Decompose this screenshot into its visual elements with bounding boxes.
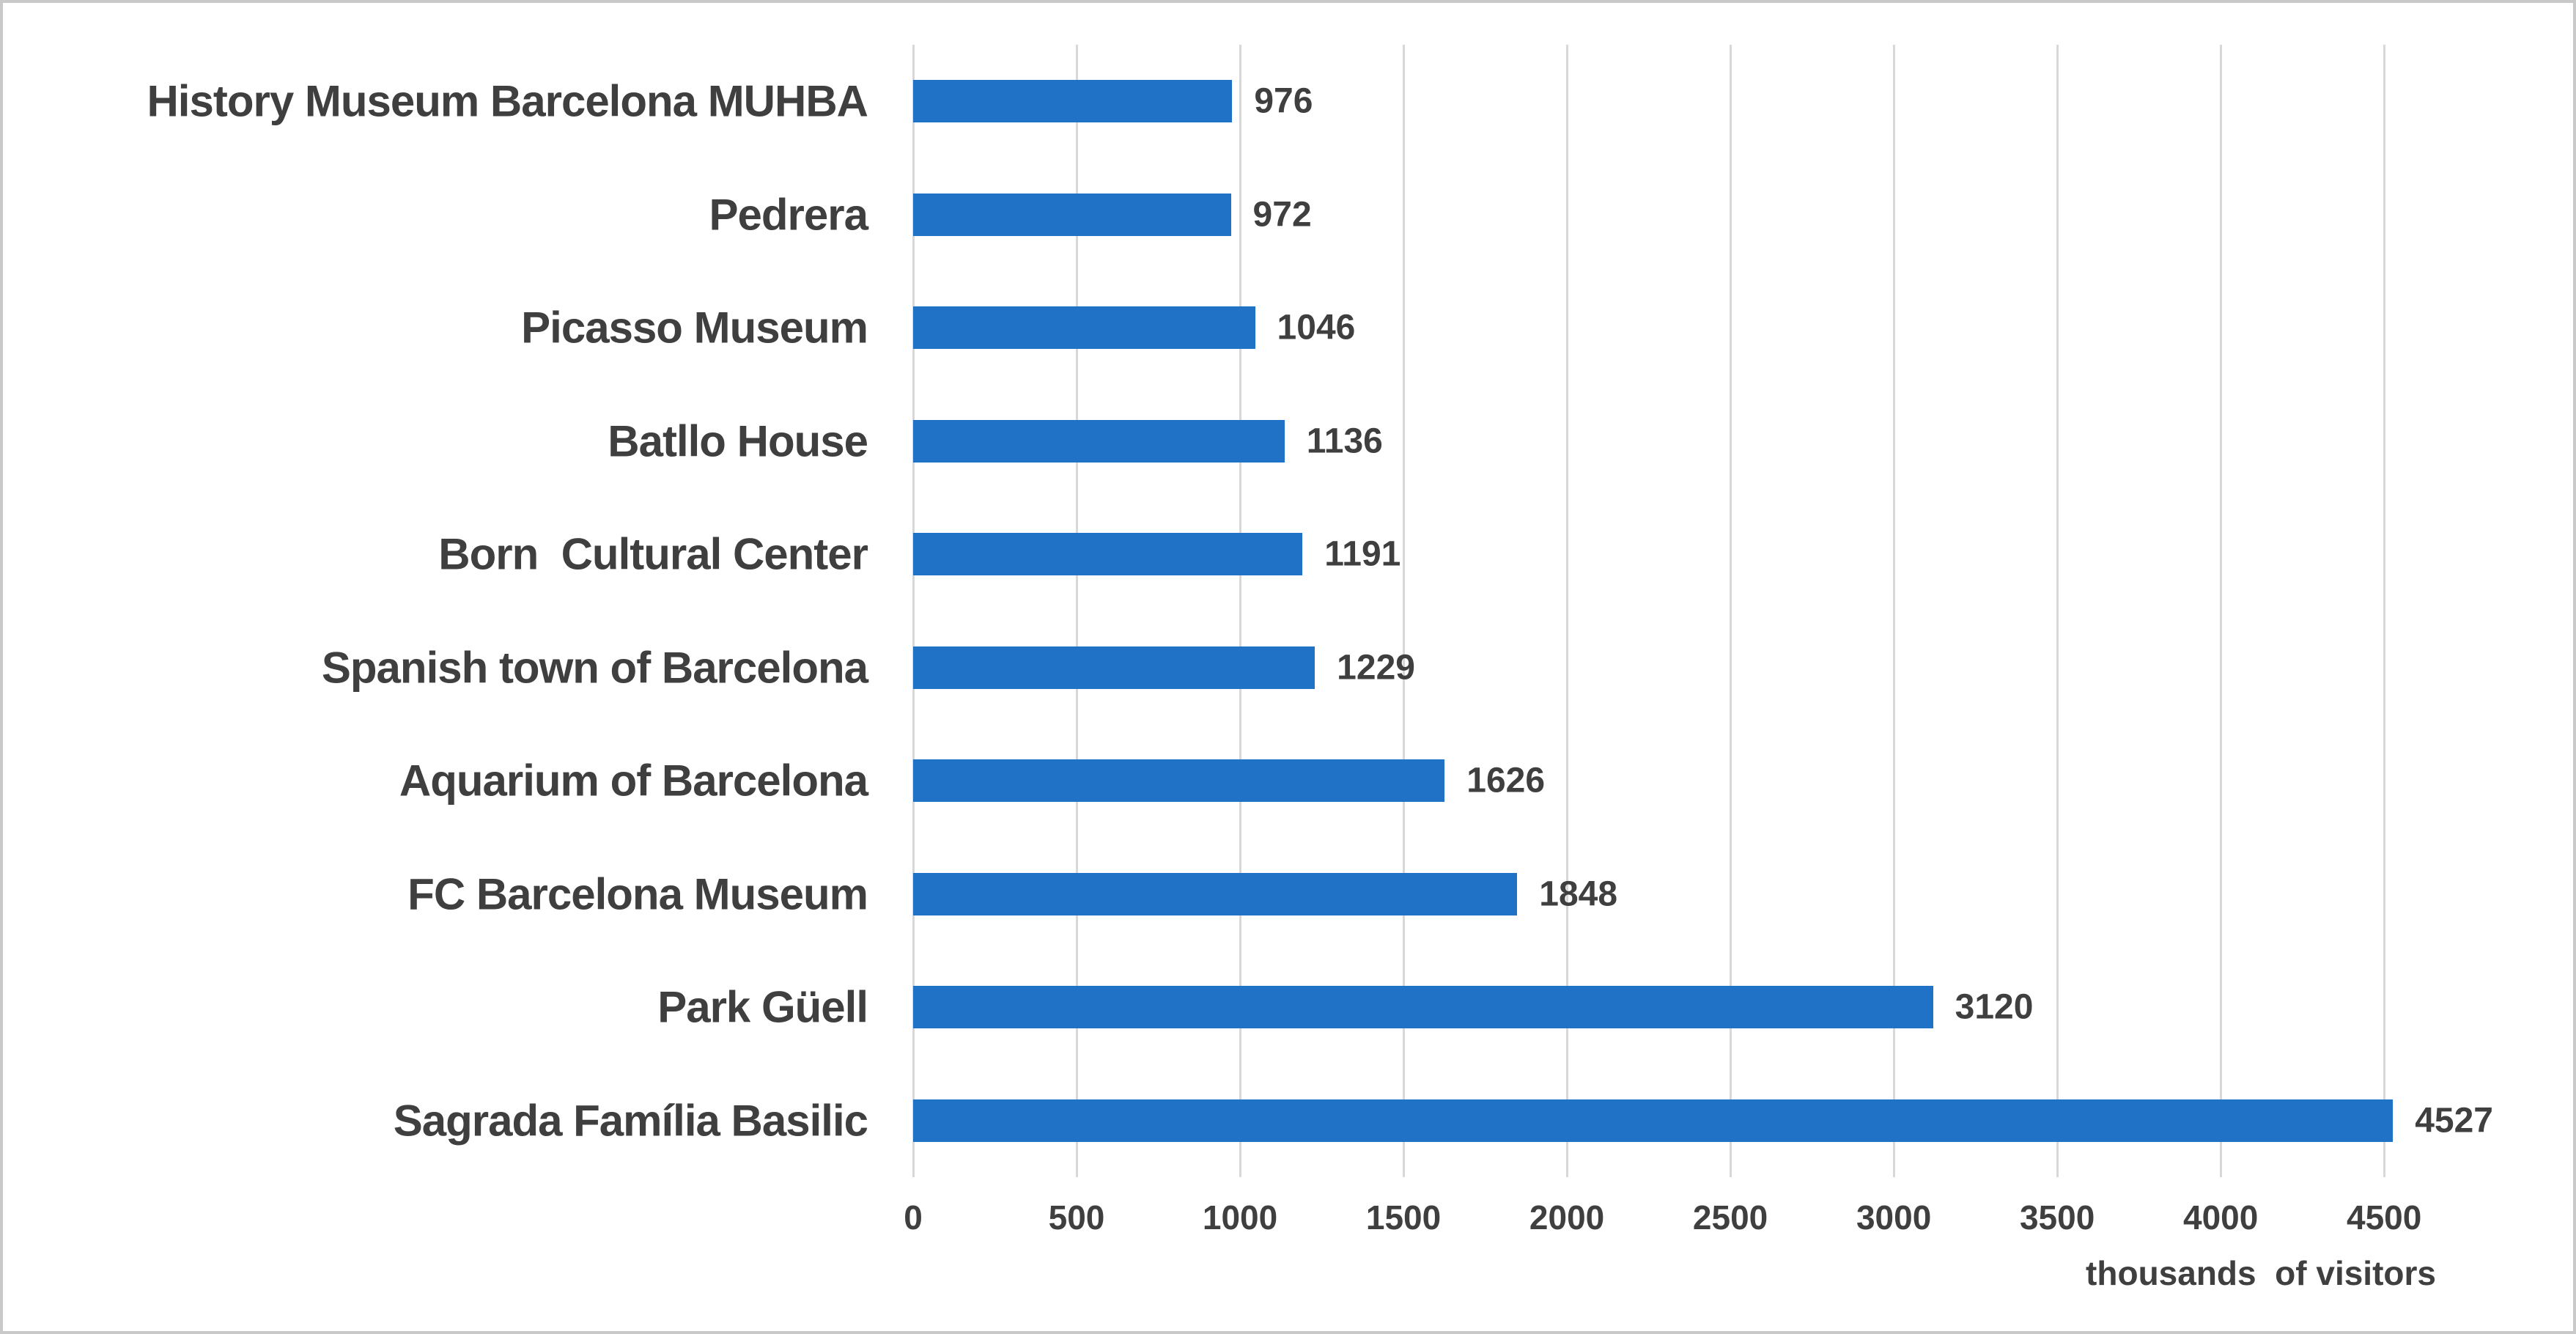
bar <box>913 306 1255 350</box>
x-axis: 0 500 1000 1500 2000 2500 3000 3500 4000 4500 <box>904 1198 2482 1249</box>
bar <box>913 80 1233 123</box>
gridline <box>2383 45 2385 1177</box>
x-tick-label: 3000 <box>1856 1198 1932 1237</box>
bar <box>913 986 1933 1029</box>
value-label: 1229 <box>1337 648 1415 688</box>
bar <box>913 533 1303 576</box>
gridline <box>1239 45 1241 1177</box>
category-label: FC Barcelona Museum <box>407 869 868 919</box>
x-tick-label: 3500 <box>2019 1198 2095 1237</box>
x-tick-label: 500 <box>1048 1198 1105 1237</box>
category-label: Aquarium of Barcelona <box>399 756 868 806</box>
bar <box>913 419 1285 463</box>
category-label: Batllo House <box>608 416 868 466</box>
category-labels: History Museum Barcelona MUHBA Pedrera Pic… <box>3 45 868 1177</box>
bar <box>913 872 1518 915</box>
category-label: Picasso Museum <box>521 303 868 353</box>
bar <box>913 193 1231 236</box>
value-label: 1136 <box>1306 421 1383 461</box>
value-label: 972 <box>1252 195 1312 235</box>
gridline <box>1402 45 1405 1177</box>
category-label: History Museum Barcelona MUHBA <box>147 76 868 126</box>
category-label: Born Cultural Center <box>438 529 868 579</box>
category-label: Spanish town of Barcelona <box>321 643 868 693</box>
x-tick-label: 4000 <box>2182 1198 2259 1237</box>
gridline <box>2056 45 2059 1177</box>
bar <box>913 646 1315 689</box>
plot-area: 976 972 1046 1136 1191 1229 1626 1848 3120 4527 <box>912 45 2493 1177</box>
value-label: 3120 <box>1955 987 2034 1027</box>
gridline <box>1729 45 1732 1177</box>
x-tick-label: 1000 <box>1202 1198 1278 1237</box>
value-label: 1848 <box>1539 874 1618 914</box>
bar <box>913 1099 2394 1142</box>
value-label: 4527 <box>2415 1101 2493 1140</box>
gridline <box>2219 45 2222 1177</box>
gridline <box>1565 45 1568 1177</box>
category-label: Pedrera <box>709 190 868 240</box>
x-tick-label: 4500 <box>2347 1198 2422 1237</box>
value-label: 1626 <box>1466 761 1546 800</box>
x-tick-label: 1500 <box>1365 1198 1442 1237</box>
gridline <box>1892 45 1895 1177</box>
x-tick-label: 0 <box>904 1198 923 1237</box>
x-tick-label: 2000 <box>1529 1198 1605 1237</box>
value-label: 1046 <box>1277 308 1356 347</box>
gridline <box>1075 45 1078 1177</box>
category-label: Sagrada Família Basilic <box>393 1096 868 1146</box>
x-axis-title: thousands of visitors <box>2086 1254 2436 1292</box>
bar <box>913 759 1445 803</box>
x-tick-label: 2500 <box>1692 1198 1768 1237</box>
value-label: 1191 <box>1324 534 1401 574</box>
category-label: Park Güell <box>657 982 868 1032</box>
gridline <box>912 45 915 1177</box>
value-label: 976 <box>1254 81 1313 121</box>
